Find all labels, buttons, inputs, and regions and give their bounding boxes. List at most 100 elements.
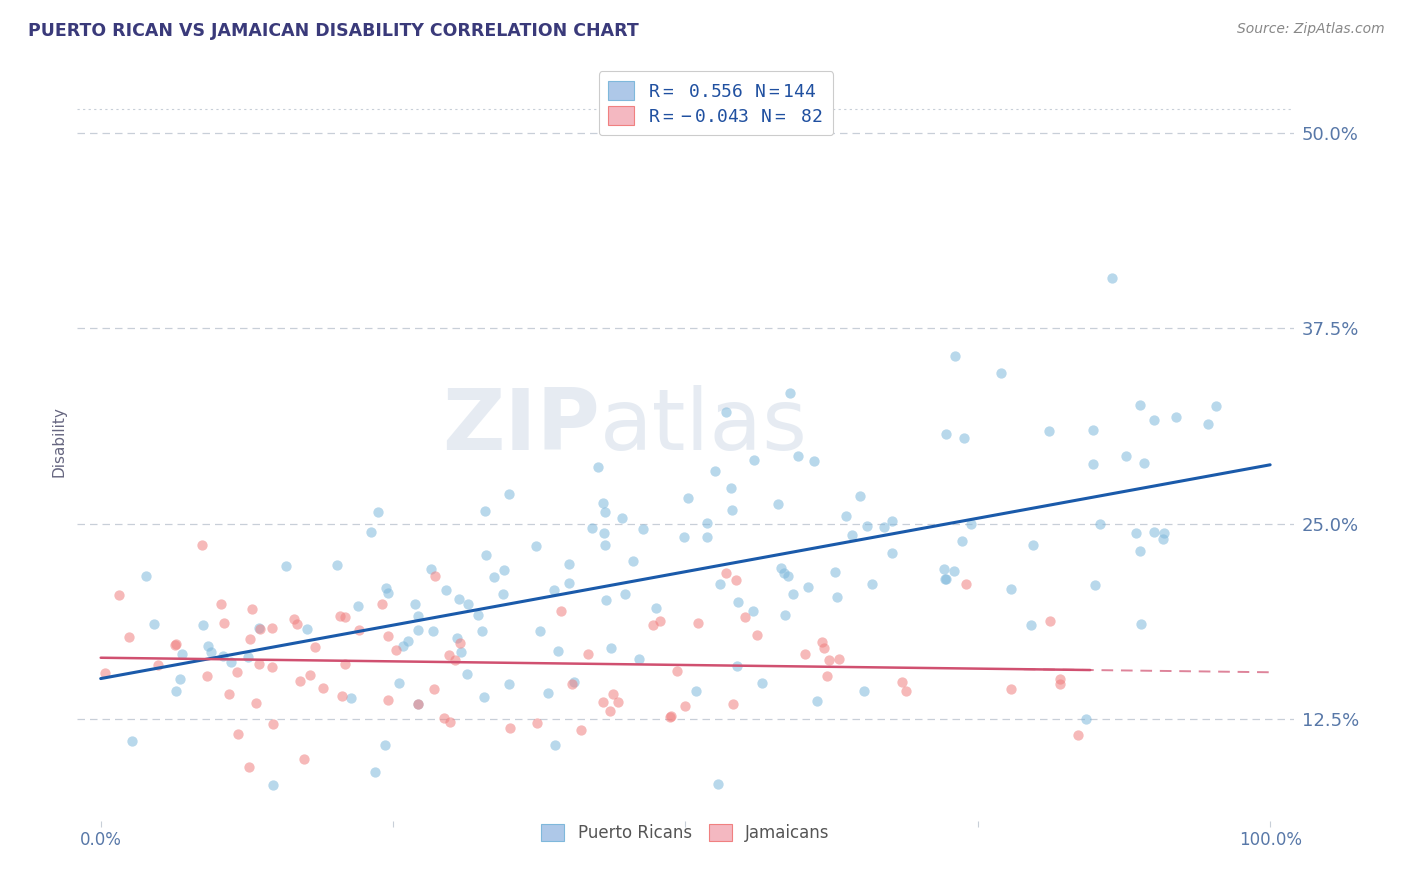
Point: [1038, 425, 1060, 439]
Point: [659, 710, 682, 724]
Point: [778, 569, 800, 583]
Point: [811, 635, 834, 649]
Point: [562, 674, 585, 689]
Point: [274, 558, 297, 573]
Point: [797, 580, 820, 594]
Point: [1153, 525, 1175, 540]
Point: [959, 517, 981, 532]
Point: [1143, 413, 1166, 427]
Point: [165, 684, 187, 698]
Point: [94, 665, 117, 680]
Point: [226, 665, 249, 680]
Point: [727, 595, 749, 609]
Point: [195, 669, 218, 683]
Point: [571, 723, 593, 737]
Point: [371, 597, 394, 611]
Point: [696, 516, 718, 530]
Point: [720, 481, 742, 495]
Point: [725, 574, 748, 588]
Point: [581, 521, 603, 535]
Point: [330, 689, 353, 703]
Point: [1038, 614, 1060, 628]
Legend: Puerto Ricans, Jamaicans: Puerto Ricans, Jamaicans: [533, 815, 838, 850]
Point: [1125, 526, 1147, 541]
Point: [793, 647, 815, 661]
Point: [446, 631, 468, 645]
Point: [333, 657, 356, 671]
Point: [769, 561, 792, 575]
Point: [392, 639, 415, 653]
Point: [449, 636, 471, 650]
Point: [543, 738, 565, 752]
Point: [475, 548, 498, 562]
Point: [880, 546, 903, 560]
Point: [709, 577, 731, 591]
Point: [262, 621, 284, 635]
Point: [165, 637, 187, 651]
Point: [1129, 544, 1152, 558]
Point: [742, 453, 765, 467]
Point: [406, 609, 429, 624]
Point: [817, 653, 839, 667]
Point: [347, 623, 370, 637]
Point: [558, 576, 581, 591]
Point: [360, 524, 382, 539]
Point: [377, 586, 399, 600]
Point: [377, 629, 399, 643]
Point: [434, 582, 457, 597]
Point: [439, 714, 461, 729]
Point: [685, 684, 707, 698]
Point: [219, 655, 242, 669]
Point: [1101, 270, 1123, 285]
Point: [880, 514, 903, 528]
Point: [326, 558, 349, 572]
Point: [593, 525, 616, 540]
Point: [734, 609, 756, 624]
Point: [471, 624, 494, 638]
Point: [741, 604, 763, 618]
Point: [600, 640, 623, 655]
Point: [238, 760, 260, 774]
Point: [576, 647, 599, 661]
Point: [773, 607, 796, 622]
Point: [852, 684, 875, 698]
Point: [547, 643, 569, 657]
Point: [621, 554, 644, 568]
Point: [1049, 677, 1071, 691]
Point: [450, 645, 472, 659]
Point: [226, 727, 249, 741]
Point: [498, 486, 520, 500]
Point: [558, 557, 581, 571]
Point: [200, 645, 222, 659]
Point: [472, 690, 495, 704]
Point: [714, 566, 737, 581]
Point: [218, 687, 240, 701]
Point: [592, 695, 614, 709]
Point: [696, 530, 718, 544]
Point: [723, 698, 745, 712]
Point: [404, 597, 426, 611]
Point: [1143, 525, 1166, 540]
Point: [849, 490, 872, 504]
Point: [328, 609, 350, 624]
Text: Source: ZipAtlas.com: Source: ZipAtlas.com: [1237, 22, 1385, 37]
Point: [932, 562, 955, 576]
Point: [240, 602, 263, 616]
Point: [990, 366, 1012, 380]
Point: [398, 633, 420, 648]
Point: [492, 563, 515, 577]
Point: [456, 666, 478, 681]
Point: [599, 704, 621, 718]
Point: [312, 681, 335, 695]
Point: [212, 615, 235, 630]
Point: [491, 586, 513, 600]
Point: [935, 572, 957, 586]
Point: [262, 717, 284, 731]
Point: [524, 539, 547, 553]
Point: [474, 504, 496, 518]
Point: [934, 572, 956, 586]
Point: [537, 686, 560, 700]
Point: [1000, 582, 1022, 596]
Point: [387, 676, 409, 690]
Point: [1205, 399, 1227, 413]
